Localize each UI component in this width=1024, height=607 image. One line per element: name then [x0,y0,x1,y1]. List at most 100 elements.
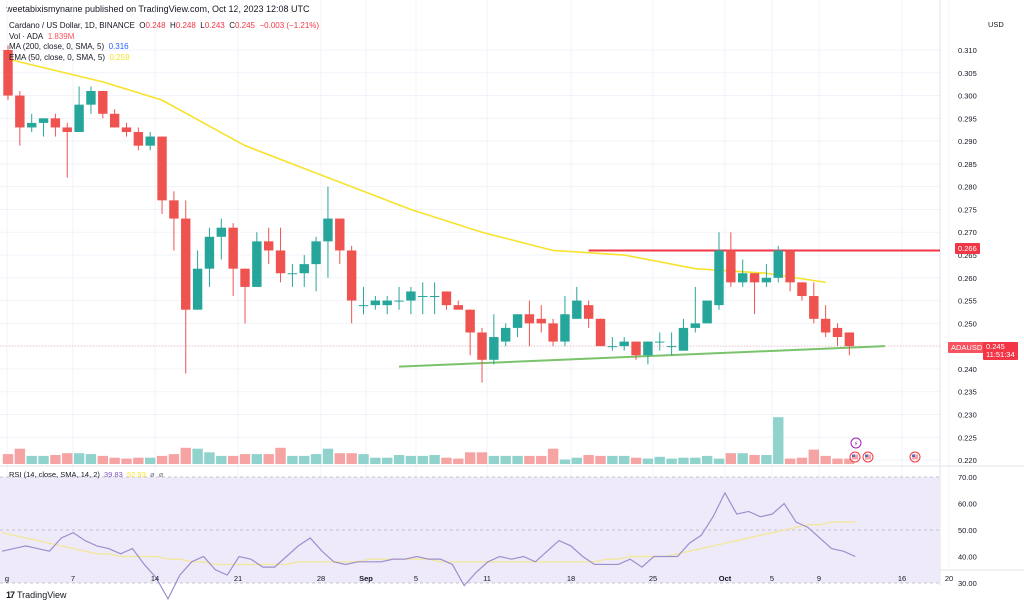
candle-down[interactable] [524,314,535,324]
candle-up[interactable] [38,118,49,123]
candle-up[interactable] [702,300,712,324]
candle-up[interactable] [204,236,215,269]
candle-up[interactable] [216,227,226,237]
volume-bar [204,452,215,464]
last-price-value: 0.245 [986,342,1005,351]
support-trendline[interactable] [399,345,885,368]
volume-bar [488,455,500,464]
candle-up[interactable] [429,296,440,298]
candle-down[interactable] [631,341,641,356]
candle-up[interactable] [690,323,700,328]
ema-label[interactable]: EMA (50, close, 0, SMA, 5) [9,52,106,62]
candle-down[interactable] [15,95,25,128]
volume-bar [97,455,108,464]
volume-bar [773,417,784,464]
candle-down[interactable] [133,132,144,146]
candle-up[interactable] [418,296,428,298]
candle-up[interactable] [86,91,96,105]
price-axis-label: 0.240 [958,365,977,374]
candle-up[interactable] [489,337,499,360]
volume-bar [192,448,203,464]
open-value: 0.248 [145,21,166,30]
candle-up[interactable] [382,300,392,306]
candle-down[interactable] [181,218,191,310]
candle-up[interactable] [74,104,84,133]
candle-up[interactable] [560,314,570,342]
candle-down[interactable] [98,91,108,114]
volume-bar [512,455,523,464]
candle-up[interactable] [299,264,309,274]
candle-up[interactable] [501,327,511,342]
volume-bar [820,455,831,464]
rsi-label[interactable]: RSI (14, close, SMA, 14, 2) [9,470,100,479]
candle-up[interactable] [619,341,629,347]
candle-down[interactable] [240,268,250,287]
candle-down[interactable] [3,50,13,96]
candle-down[interactable] [595,318,606,347]
volume-bar [559,459,571,464]
tradingview-logo[interactable]: 17 TradingView [6,590,67,600]
candle-up[interactable] [394,300,404,302]
candle-up[interactable] [643,341,653,356]
candle-down[interactable] [275,250,286,274]
volume-bar [85,454,97,464]
candle-down[interactable] [453,305,463,310]
candle-up[interactable] [27,122,37,128]
candle-down[interactable] [121,127,132,133]
candle-down[interactable] [726,250,736,283]
candle-up[interactable] [287,273,298,275]
symbol-label[interactable]: Cardano / US Dollar, 1D, BINANCE [9,21,135,30]
candle-down[interactable] [346,250,357,301]
candle-down[interactable] [335,218,345,251]
volume-value: 1.839M [47,31,75,41]
candle-up[interactable] [773,250,783,278]
candle-up[interactable] [145,136,155,146]
candle-down[interactable] [832,327,843,338]
candle-up[interactable] [358,305,369,307]
candle-up[interactable] [370,300,381,306]
candle-down[interactable] [169,200,179,219]
candle-down[interactable] [441,291,452,306]
candle-down[interactable] [465,309,475,333]
candle-up[interactable] [666,346,677,348]
candle-up[interactable] [512,314,523,328]
candle-down[interactable] [809,296,819,319]
candle-up[interactable] [192,268,203,310]
candle-up[interactable] [678,327,689,351]
candle-up[interactable] [323,218,333,242]
candle-down[interactable] [548,323,558,342]
candle-down[interactable] [50,118,61,128]
candle-up[interactable] [738,273,748,283]
candle-down[interactable] [785,250,795,283]
price-axis-label: 0.280 [958,183,977,192]
candle-down[interactable] [157,136,167,201]
candle-up[interactable] [761,277,772,283]
candle-up[interactable] [655,341,665,343]
candle-down[interactable] [820,318,831,333]
candle-down[interactable] [749,273,760,283]
candle-up[interactable] [714,250,724,306]
date-axis-label: Sep [359,574,373,583]
candle-down[interactable] [228,227,238,269]
volume-bar [796,457,808,464]
candle-up[interactable] [607,346,618,348]
candle-down[interactable] [536,318,546,324]
lightning-event-icon[interactable] [850,437,862,449]
candle-up[interactable] [406,291,416,301]
candle-down[interactable] [264,241,274,251]
main-legend: Cardano / US Dollar, 1D, BINANCE O0.248 … [9,21,319,63]
rsi-axis-label: 50.00 [958,526,977,535]
candle-down[interactable] [797,282,807,297]
candle-down[interactable] [844,332,855,347]
candle-down[interactable] [583,305,594,319]
volume-label[interactable]: Vol · ADA [9,31,44,41]
candle-down[interactable] [62,127,72,133]
candle-up[interactable] [311,241,321,265]
ma-label[interactable]: MA (200, close, 0, SMA, 5) [9,42,105,51]
volume-bar [133,457,144,464]
candle-down[interactable] [109,113,120,128]
candle-up[interactable] [252,241,262,287]
candle-down[interactable] [477,332,487,360]
candle-up[interactable] [572,300,582,319]
